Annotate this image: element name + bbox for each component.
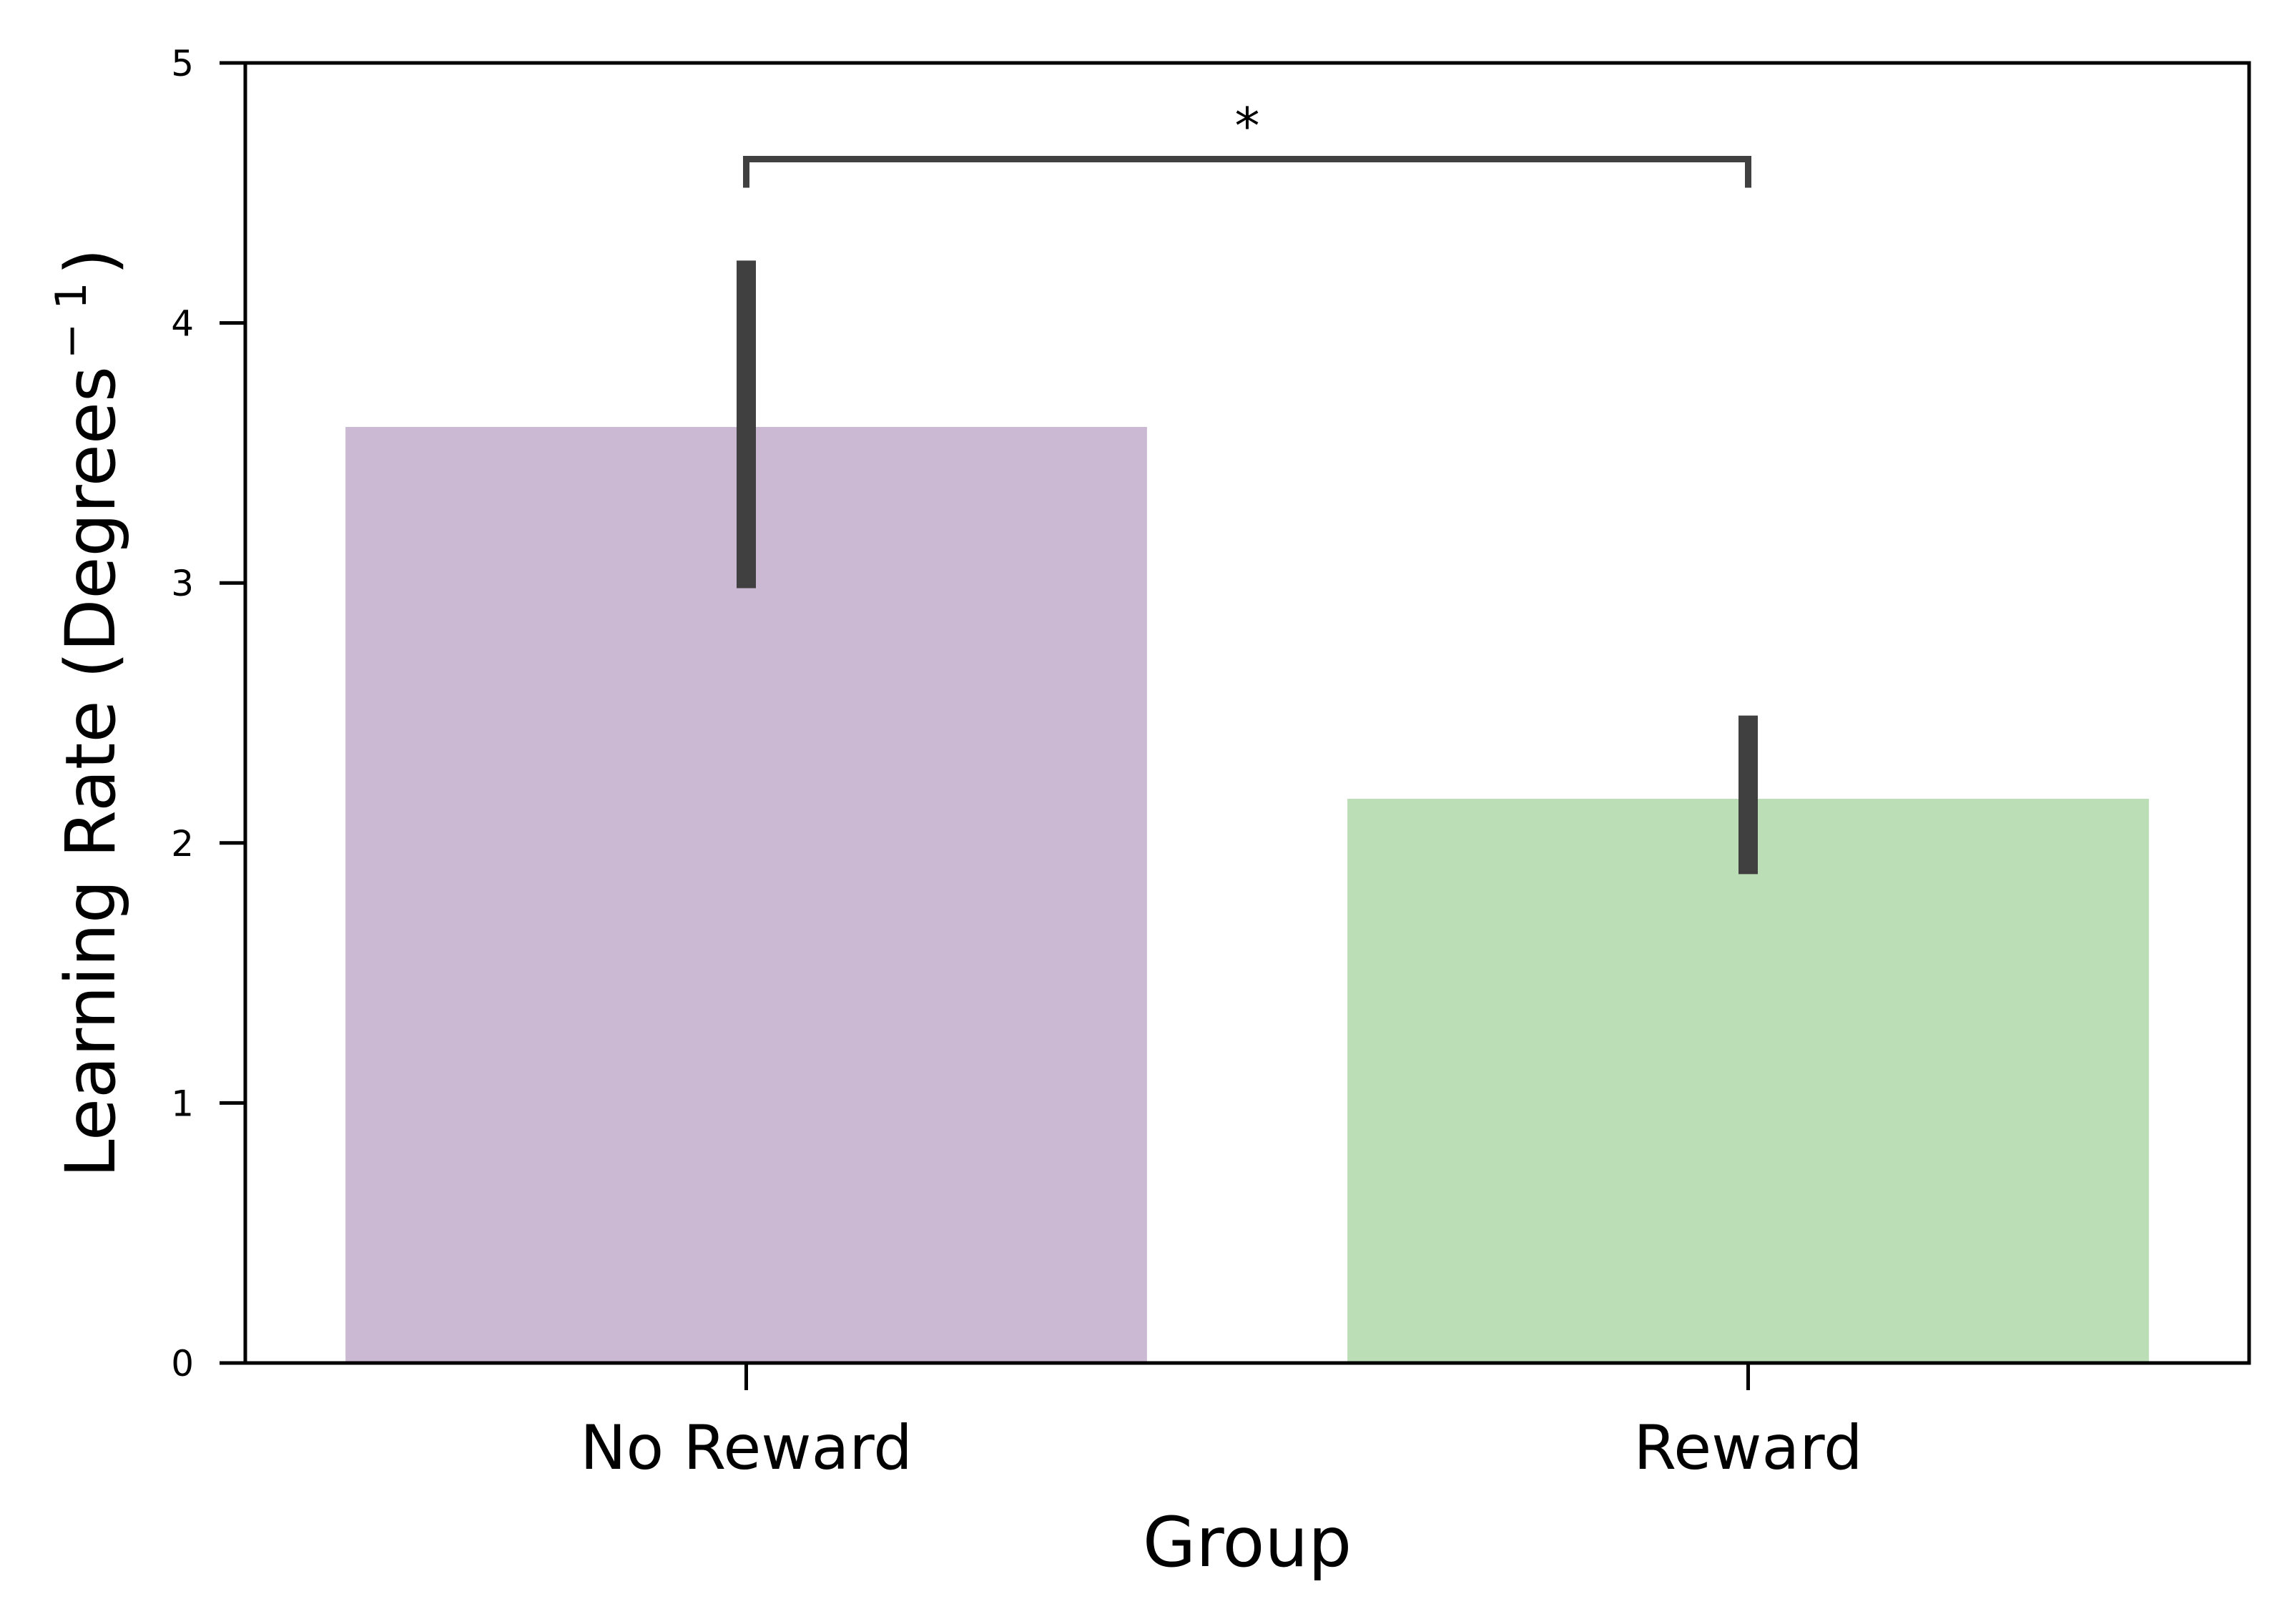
plot-frame [243,61,2251,1365]
y-axis-label: Learning Rate (Degrees − 1) [46,248,131,1178]
significance-label: * [1235,97,1260,156]
y-tick-label: 0 [171,1343,194,1384]
y-tick-label: 4 [171,303,194,345]
x-axis-label: Group [1143,1502,1352,1583]
y-axis-ticks: 0 1 2 3 4 5 [171,43,245,1384]
error-bars-group [737,260,1758,875]
significance-bracket: * [743,97,1751,188]
bar-reward [1347,798,2149,1363]
x-tick-label: Reward [1633,1412,1862,1484]
y-tick-label: 1 [171,1083,194,1124]
x-tick-label: No Reward [580,1412,913,1484]
y-axis-label-main: Learning Rate (Degrees [51,366,131,1178]
x-axis-ticks: No Reward Reward [580,1363,1863,1484]
y-tick-label: 5 [171,43,194,84]
y-axis-label-close: ) [51,248,131,275]
y-axis-label-superscript: − 1 [46,282,97,360]
y-tick-label: 2 [171,823,194,865]
significance-bracket-line [743,156,1751,188]
y-tick-label: 3 [171,563,194,604]
